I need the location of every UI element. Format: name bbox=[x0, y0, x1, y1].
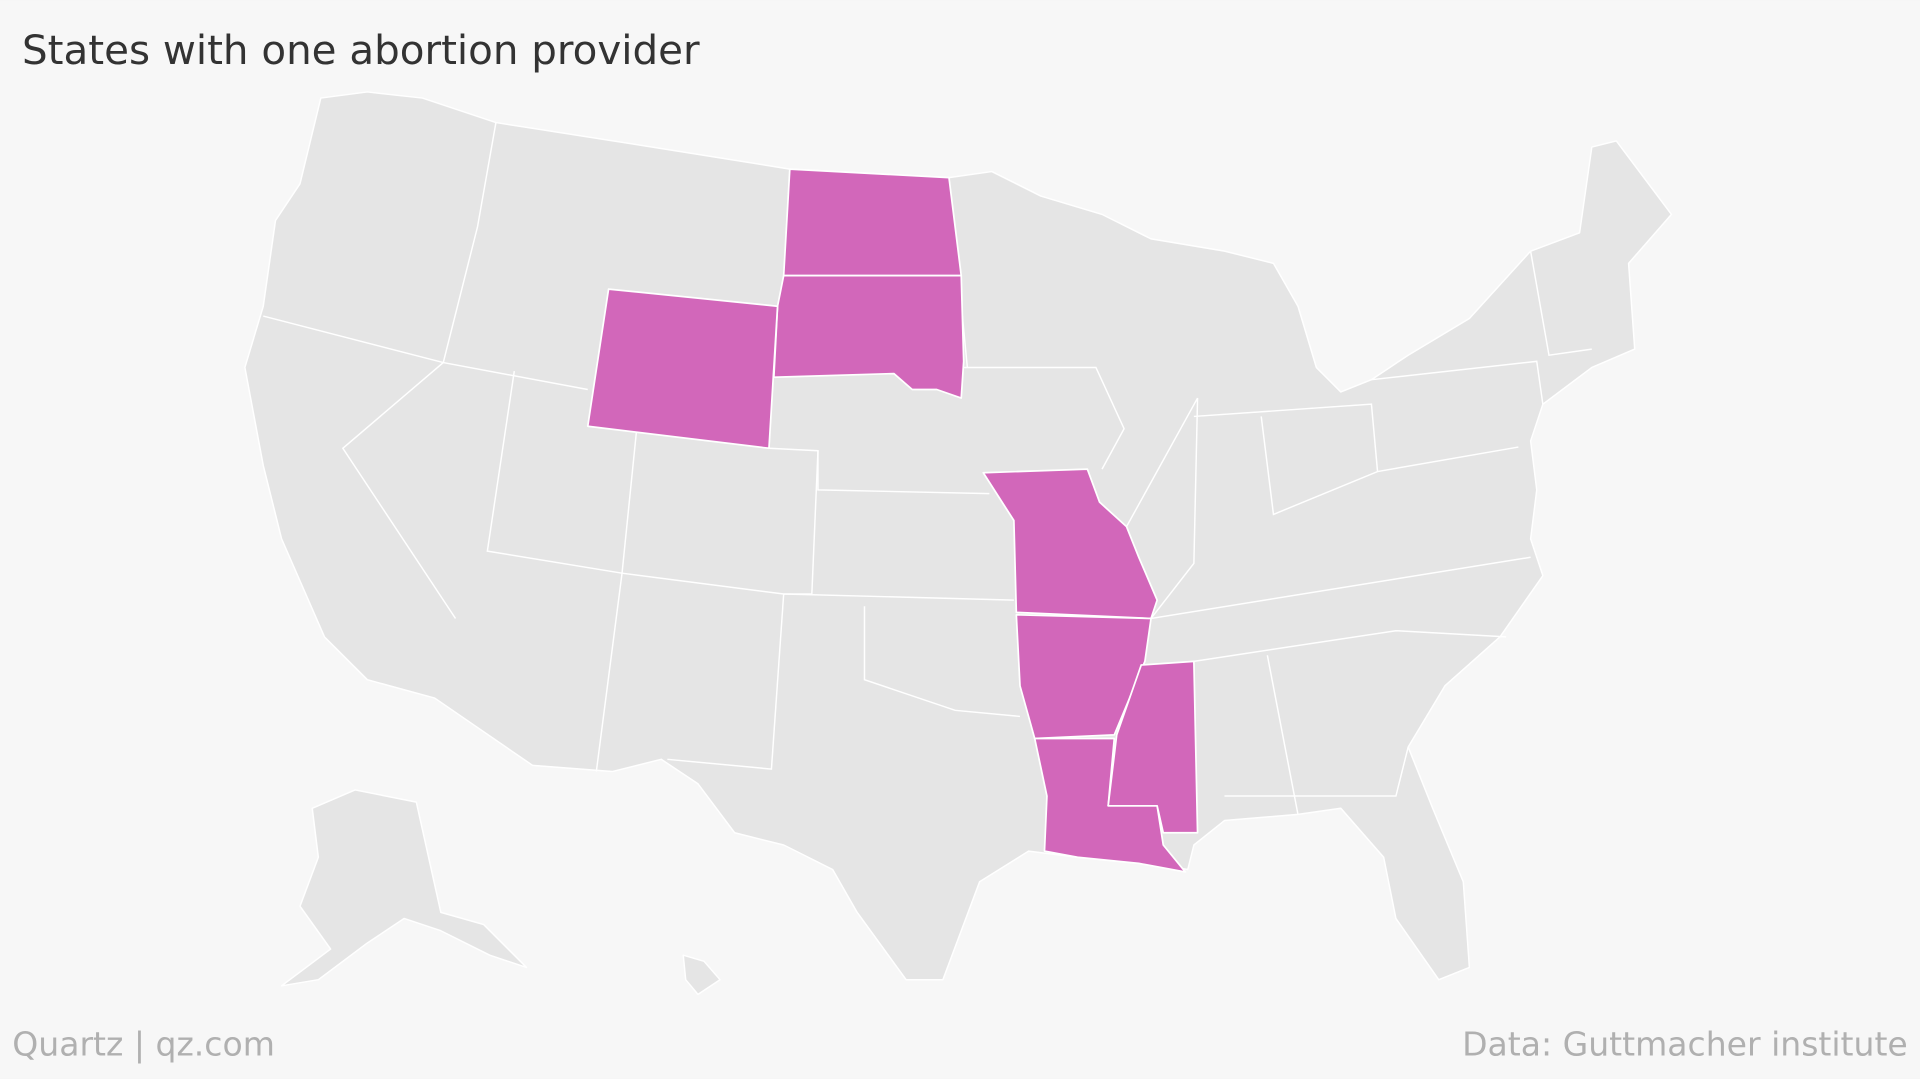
border bbox=[1371, 360, 1544, 405]
border bbox=[783, 450, 819, 595]
credit: Quartz | qz.com bbox=[12, 1025, 275, 1064]
border bbox=[341, 122, 497, 619]
border bbox=[963, 366, 1125, 470]
contiguous-us bbox=[244, 91, 1673, 981]
hawaii bbox=[682, 954, 721, 996]
us-map bbox=[244, 91, 1673, 996]
border bbox=[863, 606, 1021, 718]
alaska bbox=[280, 789, 528, 987]
missouri bbox=[982, 468, 1158, 620]
state-borders bbox=[263, 122, 1592, 815]
mississippi bbox=[1107, 660, 1199, 834]
wyoming bbox=[586, 288, 779, 450]
border bbox=[667, 593, 785, 770]
border bbox=[595, 428, 638, 772]
source: Data: Guttmacher institute bbox=[1462, 1025, 1908, 1064]
arkansas bbox=[1015, 613, 1152, 740]
border bbox=[768, 447, 990, 495]
north-dakota bbox=[782, 168, 963, 277]
border bbox=[1193, 403, 1379, 472]
border bbox=[1224, 746, 1409, 797]
title: States with one abortion provider bbox=[22, 26, 700, 74]
border bbox=[1266, 655, 1299, 815]
border bbox=[1529, 251, 1592, 357]
border bbox=[1125, 397, 1531, 620]
border bbox=[1193, 629, 1507, 663]
border bbox=[1260, 416, 1519, 516]
